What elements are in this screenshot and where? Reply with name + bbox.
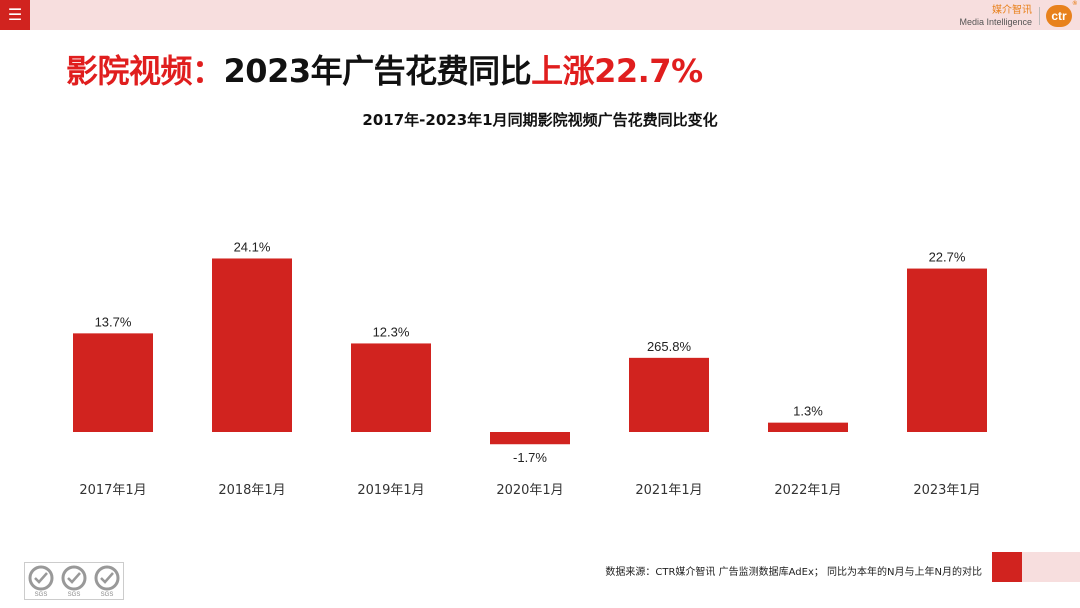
svg-text:SGS: SGS — [101, 592, 114, 598]
category-label-5: 2022年1月 — [774, 483, 841, 498]
data-label-0: 13.7% — [95, 314, 132, 329]
category-label-4: 2021年1月 — [635, 483, 702, 498]
footer-red-block — [992, 552, 1022, 582]
footer-pink-strip — [1022, 552, 1080, 582]
title-part-3: 上涨22.7% — [531, 52, 703, 90]
data-source-note: 数据来源：CTR媒介智讯 广告监测数据库AdEx； 同比为本年的N月与上年N月的… — [605, 567, 982, 578]
bar-1 — [212, 258, 292, 432]
title-colon: ： — [192, 52, 224, 90]
logo-divider — [1039, 7, 1040, 25]
category-label-0: 2017年1月 — [79, 483, 146, 498]
hamburger-menu-icon[interactable]: ☰ — [0, 0, 30, 30]
svg-text:SGS: SGS — [35, 592, 48, 598]
title-part-2: 2023年广告花费同比 — [223, 52, 532, 90]
category-label-1: 2018年1月 — [218, 483, 285, 498]
bar-0 — [73, 333, 153, 432]
ctr-logo-mark: ctr ® — [1046, 1, 1077, 27]
data-label-1: 24.1% — [234, 239, 271, 254]
ctr-logo: 媒介智讯 Media Intelligence ctr ® — [959, 1, 1077, 28]
category-label-6: 2023年1月 — [913, 483, 980, 498]
data-label-5: 1.3% — [793, 404, 823, 419]
data-label-6: 22.7% — [929, 250, 966, 265]
bar-4 — [629, 357, 709, 432]
top-bar — [0, 0, 1080, 30]
sgs-certification-badges: SGS SGS SGS — [24, 562, 124, 600]
sgs-badge-icon: SGS — [61, 565, 87, 598]
data-label-4: 265.8% — [647, 339, 692, 354]
data-label-2: 12.3% — [373, 324, 410, 339]
logo-english-text: Media Intelligence — [959, 16, 1032, 27]
category-label-3: 2020年1月 — [496, 483, 563, 498]
sgs-badge-icon: SGS — [94, 565, 120, 598]
data-label-3: -1.7% — [513, 450, 547, 465]
bar-3 — [490, 432, 570, 445]
bar-2 — [351, 343, 431, 432]
logo-chinese-text: 媒介智讯 — [992, 4, 1032, 16]
sgs-badge-icon: SGS — [28, 565, 54, 598]
svg-text:SGS: SGS — [68, 592, 81, 598]
category-label-2: 2019年1月 — [357, 483, 424, 498]
title-part-1: 影院视频 — [66, 52, 193, 90]
page-title: 影院视频：2023年广告花费同比上涨22.7% — [66, 46, 703, 92]
bar-5 — [768, 422, 848, 432]
bar-6 — [907, 268, 987, 432]
chart-title: 2017年-2023年1月同期影院视频广告花费同比变化 — [362, 111, 718, 129]
